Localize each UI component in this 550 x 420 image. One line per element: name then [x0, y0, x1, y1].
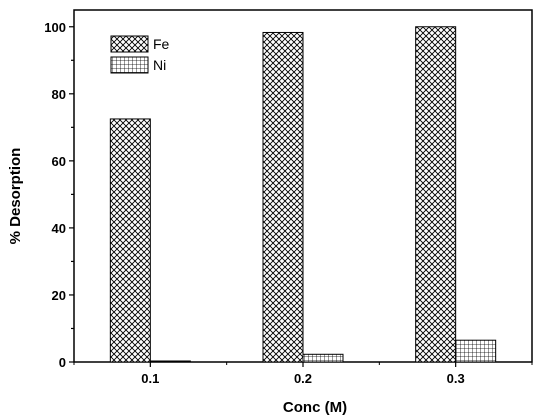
legend-swatch-ni: [110, 56, 149, 74]
bar-ni-0.2: [302, 353, 344, 363]
legend-label-fe: Fe: [153, 36, 170, 52]
bar-ni-0.3: [455, 339, 497, 363]
y-tick-label: 100: [44, 20, 66, 35]
bar-ni-0.1: [149, 360, 191, 363]
x-axis-title: Conc (M): [283, 399, 347, 416]
legend-swatch-fe: [110, 35, 149, 53]
bar-fe-0.1: [109, 118, 151, 363]
x-tick-labels: 0.1 0.2 0.3: [141, 371, 464, 386]
legend: Fe Ni: [110, 35, 170, 74]
y-tick-label: 20: [52, 288, 66, 303]
y-tick-label: 80: [52, 87, 66, 102]
y-tick-labels: 0 20 40 60 80 100: [44, 20, 66, 370]
bar-fe-0.3: [415, 26, 457, 363]
plot-area: [69, 9, 533, 367]
bar-fe-0.2: [262, 31, 304, 363]
y-axis-title: % Desorption: [7, 148, 24, 245]
legend-label-ni: Ni: [153, 57, 166, 73]
y-tick-label: 40: [52, 221, 66, 236]
x-tick-label: 0.3: [447, 371, 465, 386]
y-tick-label: 60: [52, 154, 66, 169]
x-tick-label: 0.1: [141, 371, 159, 386]
y-tick-label: 0: [59, 355, 66, 370]
x-tick-label: 0.2: [294, 371, 312, 386]
